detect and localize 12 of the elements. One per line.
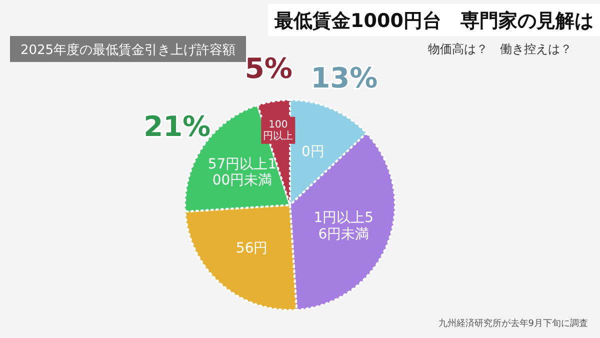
data-label: 21% <box>144 110 211 143</box>
slice-label: 56円 <box>236 240 268 256</box>
text: 物価高は？ 働き控えは？ <box>428 42 572 56</box>
text: 最低賃金1000円台 専門家の見解は <box>274 10 594 32</box>
text: 九州経済研究所が去年9月下旬に調査 <box>438 318 588 329</box>
text: 2025年度の最低賃金引き上げ許容額 <box>20 42 236 58</box>
slice-label: 0円 <box>301 144 324 160</box>
slice-label: 57円以上100円未満 <box>208 156 277 188</box>
data-label: 5% <box>244 52 292 85</box>
data-label: 13% <box>310 61 378 94</box>
slice-label: 100円以上 <box>263 119 294 142</box>
slice-label: 1円以上56円未満 <box>314 210 374 242</box>
